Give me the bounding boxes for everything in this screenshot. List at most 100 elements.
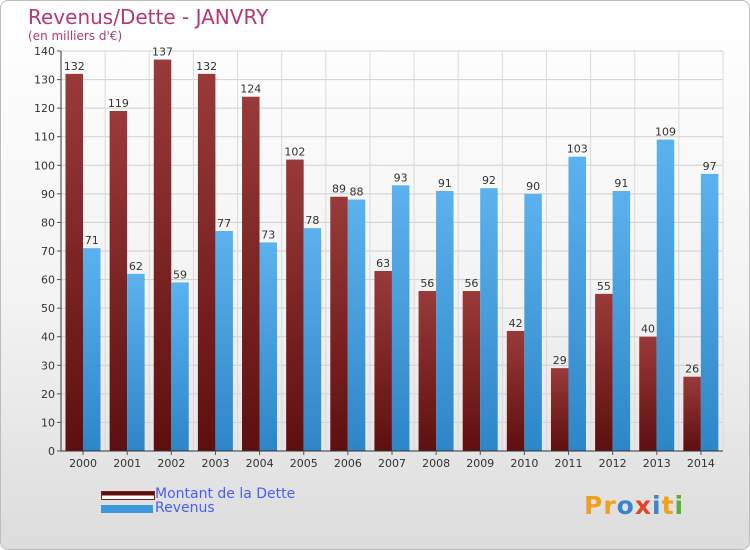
data-label-revenus: 92 — [482, 174, 496, 187]
bar-debt — [639, 336, 657, 451]
data-label-revenus: 91 — [438, 177, 452, 190]
x-tick-label: 2003 — [201, 457, 229, 470]
data-label-revenus: 91 — [614, 177, 628, 190]
logo-letter: P — [584, 491, 604, 520]
data-label-debt: 40 — [641, 323, 655, 336]
data-label-debt: 89 — [332, 183, 346, 196]
legend-swatch-debt — [101, 491, 155, 500]
data-label-debt: 56 — [464, 277, 478, 290]
data-label-revenus: 93 — [394, 171, 408, 184]
bar-revenus — [83, 248, 101, 451]
logo-letter: i — [674, 491, 685, 520]
data-label-revenus: 78 — [305, 214, 319, 227]
x-tick-label: 2001 — [113, 457, 141, 470]
bar-revenus — [524, 193, 542, 451]
legend-label-revenus: Revenus — [155, 500, 215, 516]
y-tick-label: 90 — [41, 188, 55, 201]
y-tick-label: 100 — [34, 159, 55, 172]
bar-debt — [374, 271, 392, 451]
data-label-debt: 132 — [64, 60, 85, 73]
data-label-debt: 124 — [240, 83, 261, 96]
bar-debt — [286, 159, 304, 452]
y-tick-label: 60 — [41, 274, 55, 287]
x-tick-label: 2009 — [466, 457, 494, 470]
data-label-debt: 56 — [420, 277, 434, 290]
logo-letter: x — [634, 491, 652, 520]
y-tick-label: 40 — [41, 331, 55, 344]
logo-letter: r — [603, 491, 617, 520]
bar-revenus — [215, 231, 233, 451]
y-tick-label: 20 — [41, 388, 55, 401]
bar-debt — [197, 73, 216, 451]
bar-revenus — [391, 185, 410, 452]
data-label-revenus: 71 — [85, 234, 99, 247]
data-label-debt: 137 — [152, 46, 173, 59]
bar-debt — [109, 111, 128, 451]
data-label-revenus: 59 — [173, 268, 187, 281]
y-tick-label: 0 — [48, 445, 55, 458]
data-label-revenus: 90 — [526, 180, 540, 193]
y-tick-label: 10 — [41, 416, 55, 429]
data-label-revenus: 88 — [350, 186, 364, 199]
bar-debt — [550, 368, 569, 451]
chart-subtitle: (en milliers d'€) — [28, 29, 123, 43]
y-tick-label: 80 — [41, 216, 55, 229]
data-label-debt: 102 — [284, 146, 305, 159]
x-tick-label: 2005 — [290, 457, 318, 470]
bar-debt — [683, 376, 701, 451]
bar-revenus — [259, 242, 278, 451]
bar-revenus — [436, 191, 454, 451]
logo-letter: i — [652, 491, 662, 520]
bar-debt — [65, 73, 83, 451]
y-tick-label: 110 — [34, 131, 55, 144]
x-tick-label: 2013 — [643, 457, 671, 470]
bar-debt — [153, 59, 172, 451]
y-tick-label: 130 — [34, 74, 55, 87]
bar-debt — [595, 293, 613, 451]
data-label-debt: 55 — [597, 280, 611, 293]
x-tick-label: 2007 — [378, 457, 406, 470]
bar-revenus — [171, 282, 189, 451]
data-label-debt: 132 — [196, 60, 217, 73]
proxiti-logo: Proxiti — [584, 491, 684, 520]
bar-debt — [418, 291, 437, 451]
chart-title: Revenus/Dette - JANVRY — [28, 5, 269, 29]
y-tick-label: 70 — [41, 245, 55, 258]
data-label-revenus: 62 — [129, 260, 143, 273]
bar-revenus — [127, 273, 145, 451]
legend-swatch-revenus — [101, 505, 153, 513]
y-tick-label: 120 — [34, 102, 55, 115]
y-tick-label: 30 — [41, 359, 55, 372]
y-tick-label: 50 — [41, 302, 55, 315]
x-tick-label: 2012 — [599, 457, 627, 470]
data-label-revenus: 97 — [703, 160, 717, 173]
data-label-debt: 26 — [685, 363, 699, 376]
y-tick-label: 140 — [34, 45, 55, 58]
x-tick-label: 2008 — [422, 457, 450, 470]
bar-revenus — [480, 188, 498, 451]
x-tick-label: 2011 — [555, 457, 583, 470]
x-tick-label: 2004 — [246, 457, 274, 470]
x-tick-label: 2000 — [69, 457, 97, 470]
bar-debt — [330, 196, 348, 451]
data-label-revenus: 109 — [655, 126, 676, 139]
bar-debt — [242, 96, 260, 451]
data-label-debt: 63 — [376, 257, 390, 270]
bar-revenus — [656, 139, 675, 452]
bar-debt — [462, 291, 481, 451]
bar-debt — [506, 331, 525, 451]
data-label-revenus: 103 — [567, 143, 588, 156]
bar-revenus — [612, 191, 631, 451]
bar-revenus — [700, 173, 719, 451]
bar-revenus — [347, 199, 366, 451]
x-tick-label: 2002 — [157, 457, 185, 470]
x-tick-label: 2010 — [510, 457, 538, 470]
data-label-debt: 119 — [108, 97, 129, 110]
data-label-debt: 42 — [509, 317, 523, 330]
logo-letter: t — [661, 491, 675, 520]
x-tick-label: 2014 — [687, 457, 715, 470]
data-label-revenus: 73 — [261, 228, 275, 241]
logo-letter: o — [616, 491, 635, 520]
